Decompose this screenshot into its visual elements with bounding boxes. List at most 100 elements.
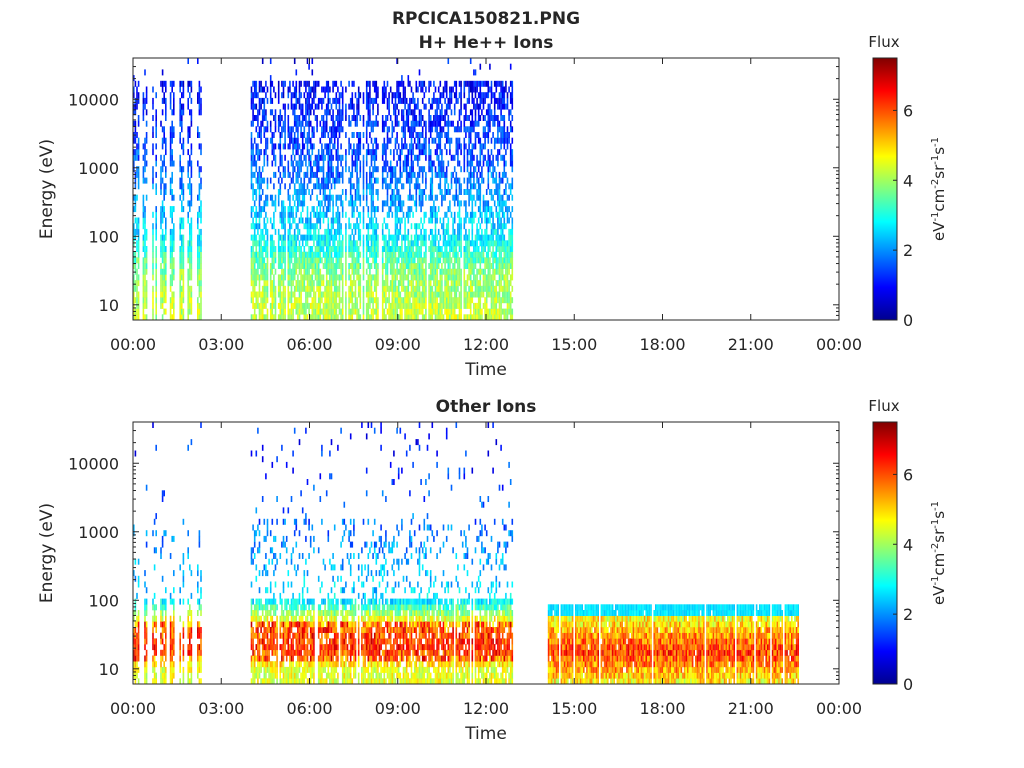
- spectrogram-cell: [136, 297, 138, 304]
- spectrogram-cell: [458, 109, 461, 116]
- spectrogram-cell: [321, 86, 323, 93]
- spectrogram-cell: [450, 154, 453, 161]
- spectrogram-cell: [474, 302, 477, 309]
- spectrogram-cell: [421, 194, 424, 201]
- spectrogram-cell: [282, 246, 285, 252]
- spectrogram-cell: [332, 263, 334, 269]
- spectrogram-cell: [444, 285, 446, 292]
- spectrogram-cell: [332, 268, 334, 275]
- spectrogram-cell: [317, 200, 320, 207]
- spectrogram-cell: [295, 143, 298, 150]
- spectrogram-cell: [263, 257, 266, 264]
- spectrogram-cell: [163, 280, 165, 287]
- spectrogram-cell: [396, 92, 398, 99]
- spectrogram-cell: [311, 149, 314, 156]
- spectrogram-cell: [391, 120, 394, 127]
- spectrogram-cell: [338, 223, 341, 230]
- spectrogram-cell: [313, 126, 315, 133]
- spectrogram-cell: [485, 228, 488, 235]
- spectrogram-cell: [324, 257, 326, 264]
- spectrogram-cell: [444, 263, 446, 269]
- spectrogram-cell: [407, 115, 410, 121]
- spectrogram-cell: [313, 206, 315, 213]
- spectrogram-cell: [353, 308, 355, 315]
- spectrogram-cell: [274, 171, 277, 178]
- spectrogram-cell: [383, 137, 386, 144]
- spectrogram-cell: [508, 86, 510, 93]
- spectrogram-cell: [429, 177, 432, 184]
- spectrogram-cell: [357, 189, 360, 195]
- spectrogram-cell: [261, 302, 264, 309]
- spectrogram-cell: [447, 217, 450, 224]
- spectrogram-cell: [415, 314, 418, 320]
- spectrogram-cell: [429, 251, 432, 258]
- spectrogram-cell: [260, 211, 262, 218]
- spectrogram-cell: [505, 171, 507, 178]
- spectrogram-cell: [450, 183, 453, 190]
- spectrogram-cell: [434, 206, 437, 213]
- spectrogram-cell: [412, 240, 414, 247]
- spectrogram-cell: [428, 80, 430, 87]
- spectrogram-cell: [263, 246, 266, 252]
- spectrogram-cell: [473, 166, 475, 173]
- spectrogram-cell: [397, 251, 400, 258]
- spectrogram-cell: [425, 263, 427, 269]
- spectrogram-cell: [181, 257, 183, 264]
- spectrogram-cell: [345, 223, 347, 230]
- spectrogram-cell: [484, 154, 486, 161]
- spectrogram-cell: [369, 280, 371, 287]
- spectrogram-cell: [290, 97, 293, 104]
- spectrogram-cell: [439, 143, 442, 150]
- spectrogram-cell: [497, 149, 499, 156]
- spectrogram-cell: [460, 143, 462, 150]
- spectrogram-cell: [309, 143, 312, 150]
- spectrogram-cell: [295, 177, 298, 184]
- spectrogram-cell: [298, 166, 301, 173]
- spectrogram-cell: [388, 183, 390, 190]
- spectrogram-cell: [428, 154, 430, 161]
- spectrogram-cell: [345, 257, 347, 264]
- spectrogram-cell: [506, 251, 509, 258]
- spectrogram-cell: [263, 132, 266, 138]
- spectrogram-cell: [200, 291, 202, 298]
- spectrogram-cell: [388, 97, 390, 104]
- spectrogram-cell: [317, 211, 320, 218]
- spectrogram-cell: [394, 183, 397, 190]
- spectrogram-cell: [418, 171, 421, 178]
- spectrogram-cell: [389, 268, 392, 275]
- spectrogram-cell: [365, 137, 368, 144]
- spectrogram-cell: [489, 285, 491, 292]
- spectrogram-cell: [292, 251, 294, 258]
- spectrogram-cell: [373, 251, 376, 258]
- spectrogram-cell: [466, 234, 469, 241]
- spectrogram-cell: [145, 302, 148, 309]
- spectrogram-cell: [441, 189, 443, 195]
- spectrogram-cell: [337, 177, 339, 184]
- spectrogram-cell: [469, 177, 472, 184]
- spectrogram-cell: [290, 314, 293, 320]
- spectrogram-cell: [404, 223, 406, 230]
- spectrogram-cell: [447, 285, 450, 292]
- spectrogram-cell: [482, 177, 485, 184]
- spectrogram-cell: [152, 223, 154, 230]
- spectrogram-cell: [497, 194, 499, 201]
- spectrogram-cell: [332, 80, 334, 87]
- spectrogram-cell: [152, 115, 154, 121]
- spectrogram-cell: [313, 109, 315, 116]
- spectrogram-cell: [375, 80, 378, 87]
- spectrogram-cell: [418, 223, 421, 230]
- spectrogram-cell: [314, 291, 317, 298]
- spectrogram-cell: [389, 251, 392, 258]
- spectrogram-cell: [171, 228, 173, 235]
- spectrogram-cell: [250, 280, 253, 287]
- spectrogram-cell: [431, 234, 434, 241]
- spectrogram-cell: [477, 166, 480, 173]
- spectrogram-cell: [305, 217, 307, 224]
- spectrogram-cell: [389, 115, 392, 121]
- spectrogram-cell: [396, 308, 398, 315]
- spectrogram-cell: [383, 285, 386, 292]
- spectrogram-cell: [425, 280, 427, 287]
- spectrogram-cell: [333, 251, 336, 258]
- spectrogram-cell: [179, 251, 181, 258]
- spectrogram-cell: [383, 126, 386, 133]
